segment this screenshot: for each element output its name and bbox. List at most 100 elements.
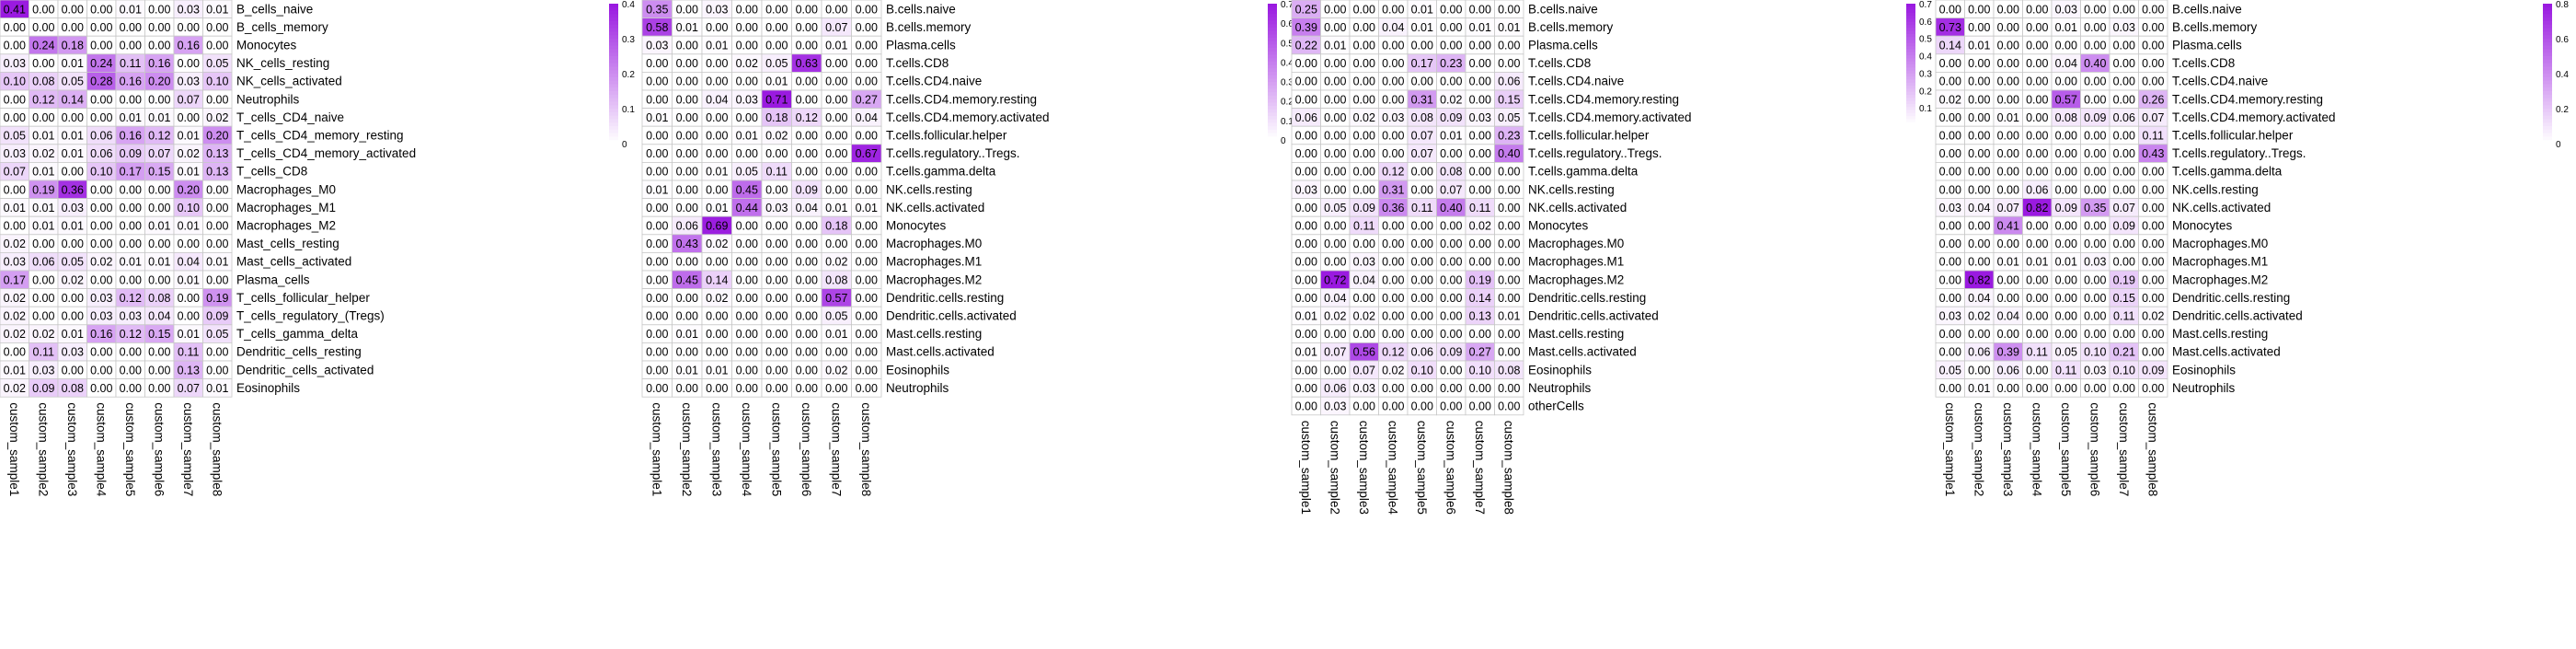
cell-value-label: 0.00 <box>2142 220 2164 233</box>
cell-value-label: 0.01 <box>32 220 54 233</box>
cell-value-label: 0.00 <box>32 292 54 305</box>
cell-value-label: 0.05 <box>206 328 228 341</box>
cell-value-label: 0.00 <box>206 238 228 250</box>
colorbar-step <box>1906 110 1915 114</box>
cell-value-label: 0.00 <box>1469 238 1491 250</box>
cell-value-label: 0.00 <box>856 40 878 52</box>
cell-value-label: 0.00 <box>1382 310 1404 323</box>
colorbar-step <box>1906 52 1915 56</box>
cell-value-label: 0.00 <box>178 111 200 124</box>
cell-value-label: 0.06 <box>1411 346 1433 359</box>
cell-value-label: 0.03 <box>2113 21 2135 34</box>
cell-value-label: 0.05 <box>1939 364 1961 377</box>
row-label: Macrophages.M1 <box>2172 255 2268 269</box>
cell-value-label: 0.00 <box>676 346 698 359</box>
colorbar-step <box>1268 61 1277 66</box>
colorbar-step <box>1268 95 1277 100</box>
cell-value-label: 0.07 <box>1411 147 1433 160</box>
cell-value-label: 0.01 <box>148 256 170 269</box>
cell-value-label: 0.00 <box>856 57 878 70</box>
cell-value-label: 0.00 <box>4 93 26 106</box>
cell-value-label: 0.00 <box>1382 220 1404 233</box>
cell-value-label: 0.04 <box>706 93 728 106</box>
cell-value-label: 0.00 <box>856 183 878 196</box>
cell-value-label: 0.10 <box>178 202 200 214</box>
colorbar-step <box>609 119 618 123</box>
column-label: custom_sample3 <box>65 402 79 496</box>
cell-value-label: 0.00 <box>2084 166 2106 179</box>
row-label: Macrophages.M1 <box>1528 255 1624 269</box>
cell-value-label: 0.00 <box>148 3 170 16</box>
cell-value-label: 0.00 <box>1440 292 1462 305</box>
cell-value-label: 0.03 <box>2055 3 2077 16</box>
cell-value-label: 0.00 <box>2084 147 2106 160</box>
cell-value-label: 0.06 <box>1498 75 1520 88</box>
cell-value-label: 0.00 <box>4 111 26 124</box>
cell-value-label: 0.26 <box>2142 93 2164 106</box>
cell-value-label: 0.11 <box>766 166 788 179</box>
row-label: T.cells.gamma.delta <box>1528 165 1639 179</box>
cell-value-label: 0.02 <box>706 238 728 250</box>
cell-value-label: 0.09 <box>2084 111 2106 124</box>
cell-value-label: 0.08 <box>1498 364 1520 377</box>
colorbar-step <box>609 109 618 113</box>
cell-value-label: 0.31 <box>1382 183 1404 196</box>
cell-value-label: 0.06 <box>1295 111 1317 124</box>
colorbar-step <box>609 101 618 106</box>
cell-value-label: 0.00 <box>765 220 788 233</box>
cell-value-label: 0.01 <box>736 130 758 143</box>
colorbar-step <box>1268 126 1277 131</box>
colorbar-step <box>2543 14 2552 18</box>
cell-value-label: 0.00 <box>676 3 698 16</box>
cell-value-label: 0.00 <box>1411 273 1433 286</box>
cell-value-label: 0.00 <box>765 21 788 34</box>
cell-value-label: 0.04 <box>1968 202 1990 214</box>
cell-value-label: 0.01 <box>62 130 84 143</box>
cell-value-label: 0.15 <box>148 166 170 179</box>
cell-value-label: 0.00 <box>1295 292 1317 305</box>
cell-value-label: 0.69 <box>706 220 728 233</box>
row-label: Mast.cells.resting <box>886 327 982 341</box>
colorbar: 0.7 0.6 0.5 0.4 0.3 0.2 0.1 0 <box>1268 0 1294 146</box>
cell-value-label: 0.00 <box>1295 256 1317 269</box>
row-label: Eosinophils <box>2172 363 2236 377</box>
colorbar-step <box>609 39 618 43</box>
cell-value-label: 0.07 <box>178 93 200 106</box>
cell-value-label: 0.01 <box>825 40 847 52</box>
cell-value-label: 0.00 <box>1939 256 1961 269</box>
cell-value-label: 0.00 <box>765 364 788 377</box>
cell-value-label: 0.00 <box>856 328 878 341</box>
colorbar-step <box>609 80 618 85</box>
cell-value-label: 0.02 <box>62 273 84 286</box>
cell-value-label: 0.00 <box>796 382 818 395</box>
cell-value-label: 0.01 <box>178 130 200 143</box>
cell-value-label: 0.00 <box>856 238 878 250</box>
cell-value-label: 0.00 <box>120 93 142 106</box>
cell-value-label: 0.00 <box>765 40 788 52</box>
cell-value-label: 0.00 <box>62 238 84 250</box>
cell-value-label: 0.00 <box>796 256 818 269</box>
row-label: T.cells.CD8 <box>1528 56 1591 70</box>
colorbar-step <box>1906 107 1915 110</box>
colorbar-step <box>2543 41 2552 47</box>
cell-value-label: 0.00 <box>2084 40 2106 52</box>
cell-value-label: 0.00 <box>1469 75 1491 88</box>
column-label: custom_sample1 <box>650 402 663 496</box>
cell-value-label: 0.00 <box>1968 220 1990 233</box>
cell-value-label: 0.02 <box>90 256 112 269</box>
column-label: custom_sample2 <box>1328 421 1341 515</box>
cell-value-label: 0.00 <box>1440 75 1462 88</box>
row-label: B.cells.memory <box>1528 20 1614 34</box>
cell-value-label: 0.00 <box>1469 382 1491 395</box>
cell-value-label: 0.00 <box>1997 147 2019 160</box>
cell-value-label: 0.03 <box>90 310 112 323</box>
colorbar-step <box>1268 34 1277 39</box>
colorbar-step <box>2543 122 2552 127</box>
cell-value-label: 0.11 <box>1353 220 1374 233</box>
row-label: T.cells.CD4.memory.activated <box>886 110 1050 124</box>
cell-value-label: 0.03 <box>32 364 54 377</box>
cell-value-label: 0.00 <box>32 310 54 323</box>
colorbar-step <box>609 21 618 26</box>
row-label: NK.cells.activated <box>886 201 984 214</box>
